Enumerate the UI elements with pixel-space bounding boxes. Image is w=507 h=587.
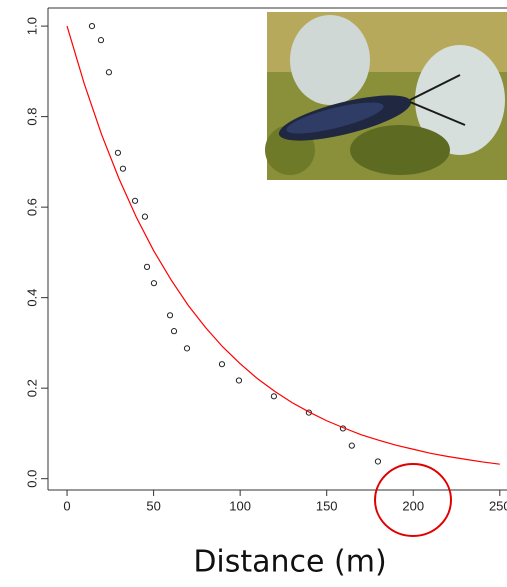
lichen <box>415 45 505 155</box>
moss <box>350 125 450 175</box>
data-point <box>348 442 355 449</box>
data-point <box>166 312 174 319</box>
x-tick-label: 200 <box>402 498 424 513</box>
data-point <box>131 197 139 204</box>
lichen <box>290 15 370 105</box>
data-point <box>88 23 96 30</box>
data-point <box>170 328 178 335</box>
y-tick-label: 0.2 <box>24 379 39 397</box>
plot-area <box>47 7 507 491</box>
data-point <box>150 280 158 287</box>
highlight-circle <box>374 463 452 537</box>
data-point <box>270 393 278 400</box>
y-tick-label: 0.8 <box>24 108 39 126</box>
x-tick-label: 100 <box>229 498 251 513</box>
data-point <box>119 165 127 172</box>
data-point <box>141 213 149 220</box>
data-point <box>374 458 382 465</box>
beetle-antenna <box>409 101 466 126</box>
x-tick-label: 150 <box>316 498 338 513</box>
data-point <box>114 149 122 156</box>
x-tick-label: 50 <box>146 498 160 513</box>
photo-inset <box>265 12 507 180</box>
data-point <box>105 69 113 76</box>
y-tick-label: 0.0 <box>24 470 39 488</box>
data-point <box>235 377 243 384</box>
beetle-highlight <box>286 102 384 134</box>
y-tick-label: 0.6 <box>24 198 39 216</box>
data-point <box>218 361 226 368</box>
data-point <box>183 345 191 352</box>
data-point <box>97 37 105 44</box>
data-point <box>143 263 151 270</box>
y-tick-label: 0.4 <box>24 289 39 307</box>
x-tick-label: 0 <box>63 498 70 513</box>
fit-curve <box>66 25 500 465</box>
y-tick-label: 1.0 <box>24 17 39 35</box>
x-axis-title: Distance (m) <box>193 545 386 580</box>
x-tick-label: 250 <box>489 498 507 513</box>
beetle-antenna <box>409 74 461 101</box>
